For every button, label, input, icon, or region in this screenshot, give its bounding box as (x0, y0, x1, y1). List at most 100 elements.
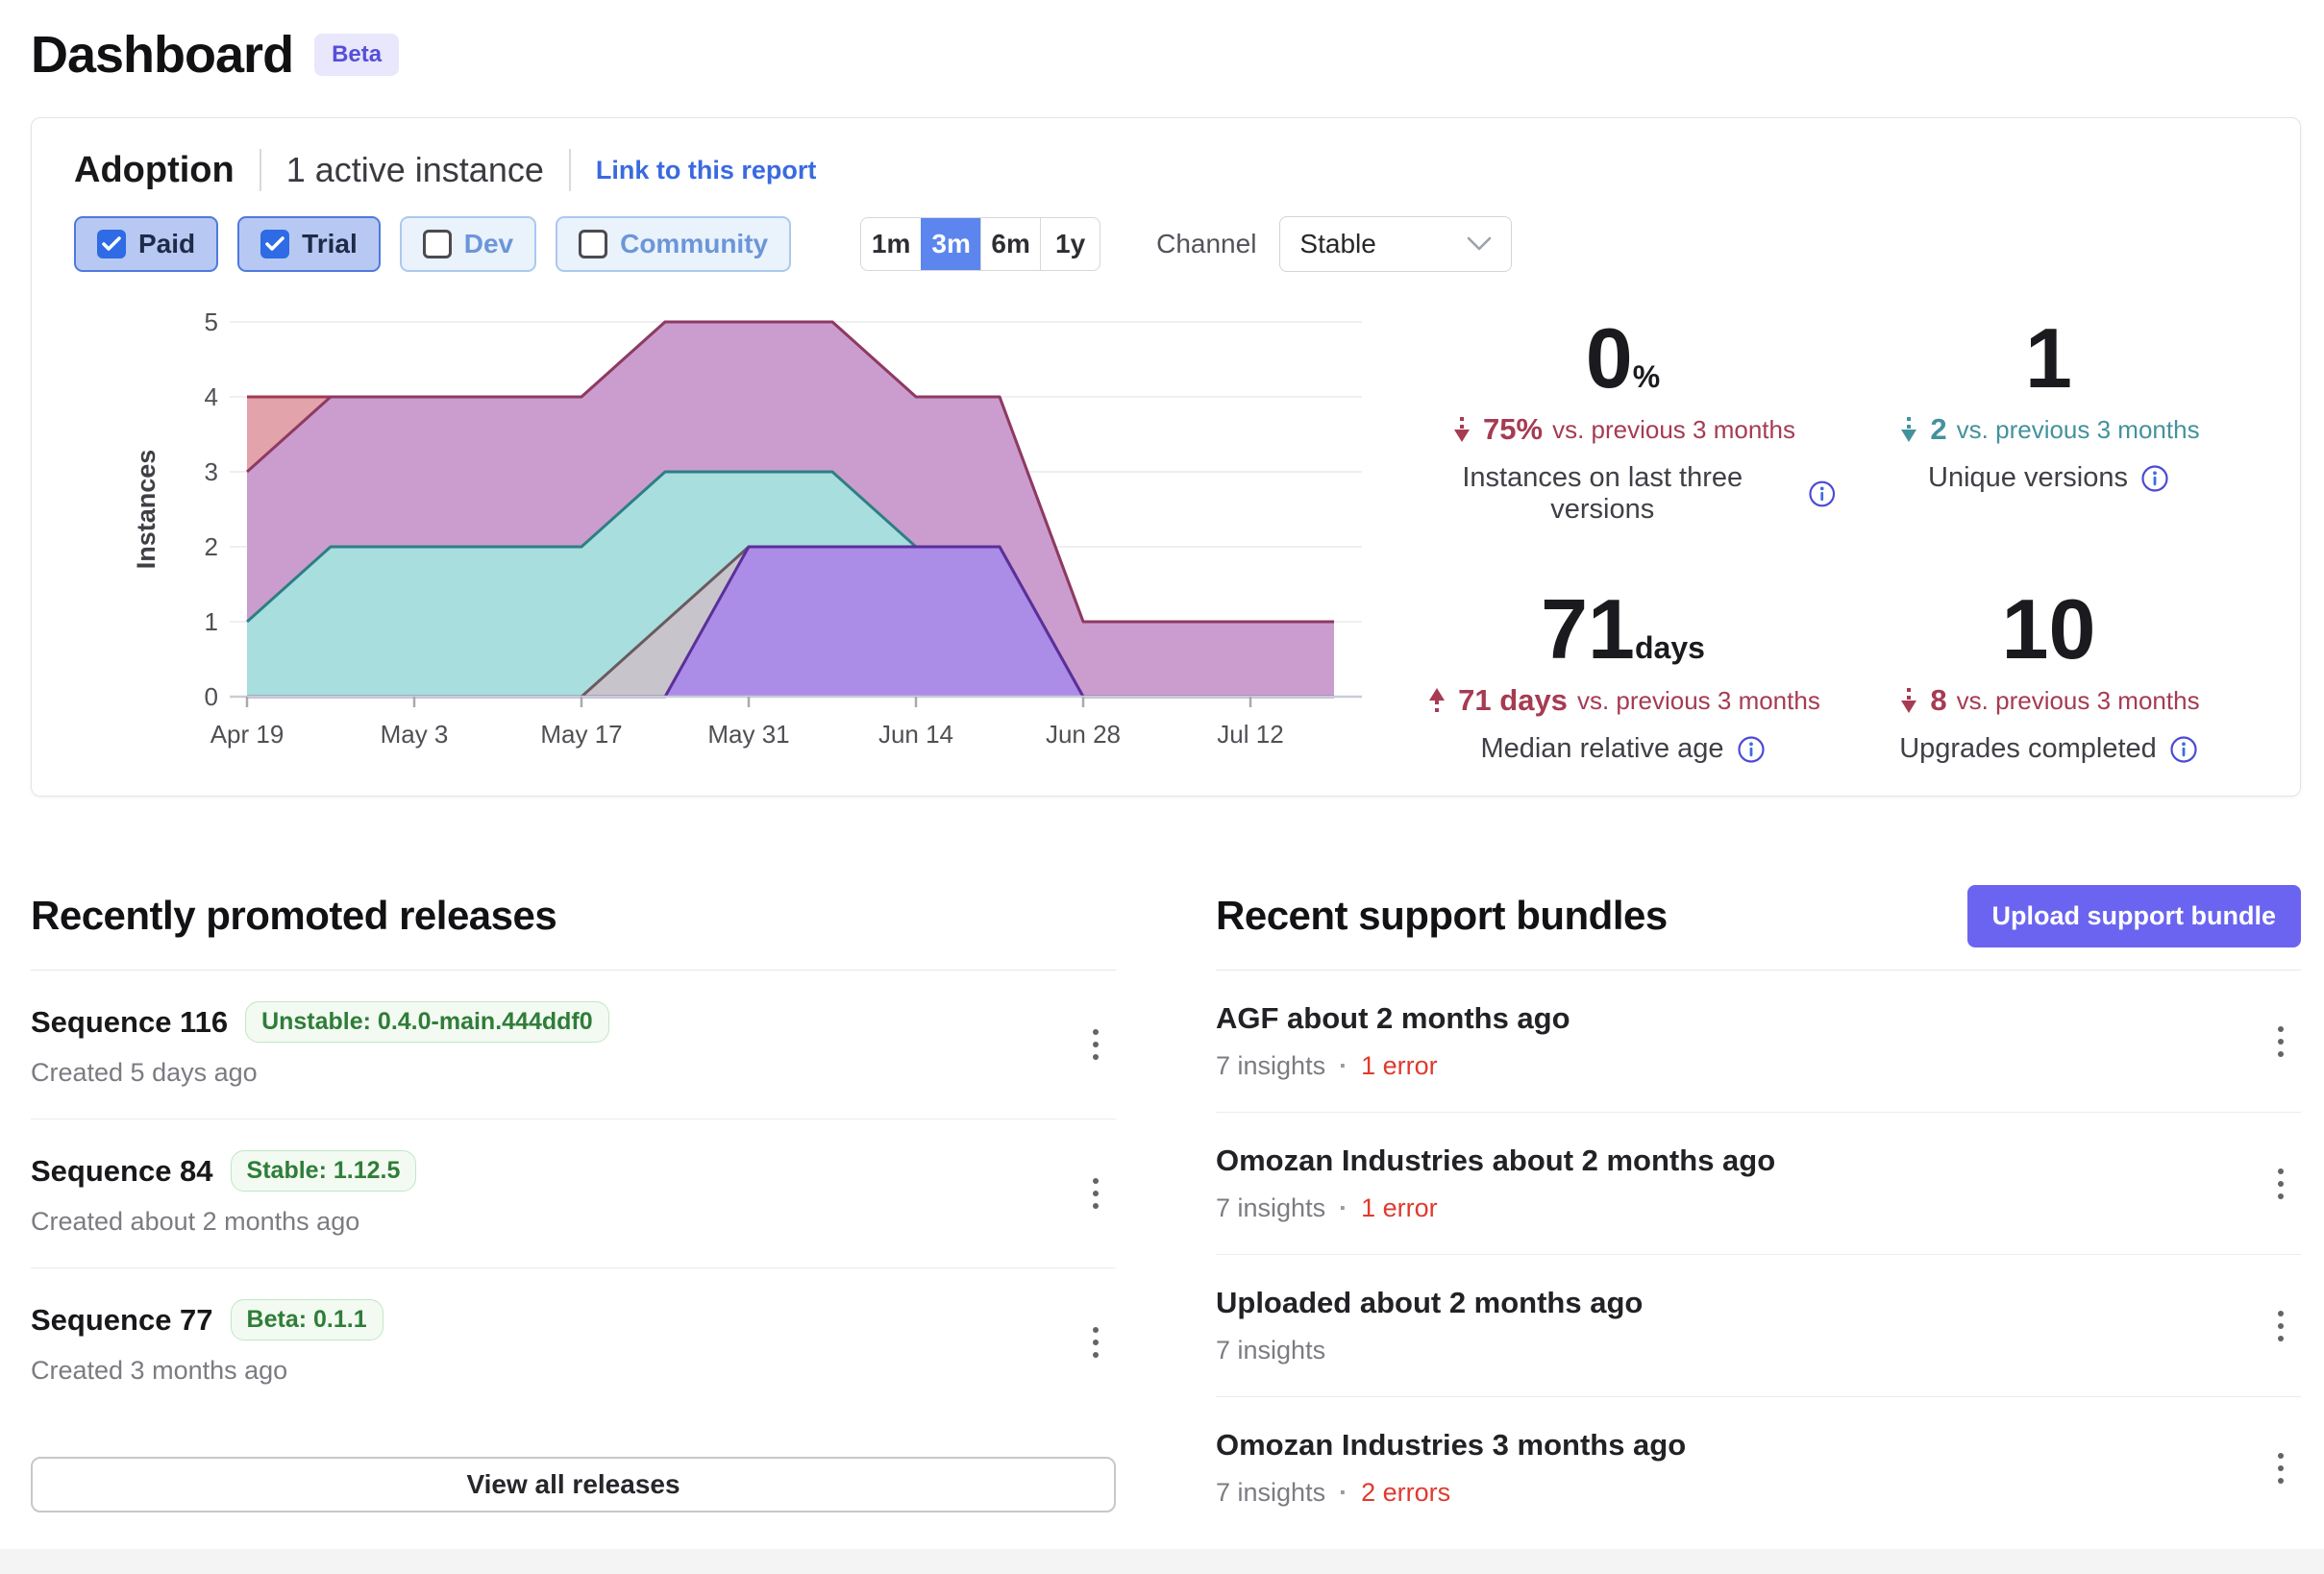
upload-support-bundle-button[interactable]: Upload support bundle (1966, 884, 2301, 947)
x-tick-label: May 3 (381, 720, 449, 749)
kebab-menu-icon[interactable] (2264, 1017, 2297, 1067)
bundle-meta: 7 insights · 1 error (1216, 1193, 1775, 1223)
divider (1216, 970, 2301, 971)
kebab-menu-icon[interactable] (2264, 1301, 2297, 1351)
stat-value: 1 (1836, 316, 2262, 401)
filter-row: Paid Trial Dev Community 1m 3m 6m 1y Channel S… (74, 216, 2262, 272)
bundle-error-count[interactable]: 1 error (1361, 1193, 1438, 1222)
range-1m[interactable]: 1m (871, 229, 911, 258)
x-tick-label: Apr 19 (210, 720, 284, 749)
x-tick-label: May 17 (540, 720, 622, 749)
adoption-title: Adoption (74, 149, 235, 190)
channel-select[interactable]: Stable (1279, 216, 1513, 272)
stat-delta-suffix: vs. previous 3 months (1956, 414, 2200, 444)
info-icon[interactable] (1737, 735, 1766, 764)
stat-delta-value: 8 (1930, 683, 1947, 717)
bundle-insights-count: 7 insights (1216, 1193, 1326, 1222)
bundle-title: Omozan Industries about 2 months ago (1216, 1144, 1776, 1177)
stat-number: 1 (2025, 310, 2072, 406)
view-all-releases-button[interactable]: View all releases (31, 1457, 1116, 1513)
arrow-down-icon (1901, 417, 1917, 442)
y-tick-label: 1 (205, 607, 218, 636)
stat-delta-value: 75% (1483, 412, 1544, 446)
dot-separator: · (1339, 1051, 1348, 1080)
range-6m[interactable]: 6m (980, 218, 1040, 270)
filter-label: Trial (302, 229, 358, 258)
stat-delta: 2 vs. previous 3 months (1836, 412, 2262, 447)
bundle-error-count[interactable]: 2 errors (1361, 1478, 1451, 1507)
stat-value: 71days (1410, 587, 1836, 672)
bundle-error-count[interactable]: 1 error (1361, 1051, 1438, 1080)
stat-label-text: Median relative age (1480, 733, 1724, 764)
kebab-menu-icon[interactable] (1079, 1020, 1112, 1070)
bundle-row-main: AGF about 2 months ago 7 insights · 1 error (1216, 1001, 1570, 1081)
release-title-line: Sequence 116 Unstable: 0.4.0-main.444ddf0 (31, 1001, 609, 1043)
stat-delta-value: 2 (1930, 412, 1947, 446)
filter-trial[interactable]: Trial (237, 216, 381, 272)
stat-unique-versions: 1 2 vs. previous 3 months Unique versions (1836, 316, 2262, 526)
y-axis-title: Instances (132, 450, 161, 570)
checkbox-checked-icon[interactable] (260, 230, 290, 258)
link-to-report[interactable]: Link to this report (595, 155, 817, 184)
filter-label: Community (620, 229, 769, 258)
release-created: Created 5 days ago (31, 1058, 609, 1088)
bundle-row-main: Uploaded about 2 months ago 7 insights (1216, 1286, 1643, 1365)
info-icon[interactable] (2140, 464, 2169, 493)
bundle-row: Omozan Industries 3 months ago 7 insights… (1216, 1397, 2301, 1538)
stat-label-text: Instances on last three versions (1462, 462, 1743, 525)
stat-delta: 71 days vs. previous 3 months (1410, 683, 1836, 718)
x-tick-label: Jun 28 (1046, 720, 1121, 749)
area-chart-svg: Apr 19 May 3 May 17 May 31 Jun 14 Jun 28 Jul 1… (132, 307, 1362, 749)
arrow-down-icon (1901, 688, 1917, 713)
bundle-meta: 7 insights · 1 error (1216, 1051, 1570, 1081)
release-title: Sequence 84 (31, 1153, 213, 1188)
bundle-title: Uploaded about 2 months ago (1216, 1286, 1644, 1319)
check-icon (265, 236, 284, 251)
filter-community[interactable]: Community (556, 216, 792, 272)
kebab-menu-icon[interactable] (1079, 1168, 1112, 1218)
adoption-card-header: Adoption 1 active instance Link to this … (74, 149, 2262, 191)
checkbox-unchecked-icon[interactable] (579, 230, 608, 258)
kebab-menu-icon[interactable] (2264, 1443, 2297, 1493)
bundle-insights-count: 7 insights (1216, 1051, 1326, 1080)
adoption-area-chart: Apr 19 May 3 May 17 May 31 Jun 14 Jun 28 Jul 1… (74, 291, 1410, 776)
stat-median-relative-age: 71days 71 days vs. previous 3 months Median… (1410, 587, 1836, 765)
divider (31, 970, 1116, 971)
stat-number: 0 (1585, 310, 1633, 406)
release-row: Sequence 77 Beta: 0.1.1 Created 3 months a… (31, 1268, 1116, 1416)
y-tick-label: 0 (205, 682, 218, 711)
release-row-main: Sequence 77 Beta: 0.1.1 Created 3 months a… (31, 1299, 383, 1386)
info-icon[interactable] (2169, 735, 2198, 764)
bundle-insights-count: 7 insights (1216, 1336, 1326, 1365)
bundle-list: AGF about 2 months ago 7 insights · 1 error… (1216, 971, 2301, 1538)
kebab-menu-icon[interactable] (1079, 1317, 1112, 1367)
info-icon[interactable] (1808, 480, 1836, 508)
bundle-insights-count: 7 insights (1216, 1478, 1326, 1507)
arrow-down-icon (1454, 417, 1471, 442)
release-version-badge: Stable: 1.12.5 (230, 1150, 417, 1192)
dashboard-page: Dashboard Beta Adoption 1 active instanc… (31, 25, 2301, 1538)
stat-label: Unique versions (1836, 462, 2262, 494)
page-header: Dashboard Beta (31, 25, 2301, 85)
active-instance-count: 1 active instance (285, 150, 544, 189)
adoption-card: Adoption 1 active instance Link to this … (31, 117, 2301, 797)
range-1y[interactable]: 1y (1040, 218, 1100, 270)
filter-label: Paid (138, 229, 196, 258)
release-created-text: Created 5 days ago (31, 1058, 258, 1087)
beta-badge: Beta (314, 34, 400, 76)
releases-heading: Recently promoted releases (31, 893, 557, 938)
channel-select-value: Stable (1299, 229, 1376, 258)
filter-paid[interactable]: Paid (74, 216, 219, 272)
filter-label: Dev (463, 229, 514, 258)
release-row-main: Sequence 116 Unstable: 0.4.0-main.444ddf0… (31, 1001, 609, 1088)
range-3m[interactable]: 3m (921, 218, 981, 270)
footer-strip (0, 1549, 2324, 1574)
checkbox-checked-icon[interactable] (97, 230, 126, 258)
kebab-menu-icon[interactable] (2264, 1159, 2297, 1209)
filter-dev[interactable]: Dev (399, 216, 537, 272)
release-version-badge: Unstable: 0.4.0-main.444ddf0 (245, 1001, 609, 1043)
dot-separator: · (1339, 1478, 1348, 1507)
checkbox-unchecked-icon[interactable] (422, 230, 452, 258)
bundles-heading: Recent support bundles (1216, 893, 1668, 938)
check-icon (102, 236, 121, 251)
